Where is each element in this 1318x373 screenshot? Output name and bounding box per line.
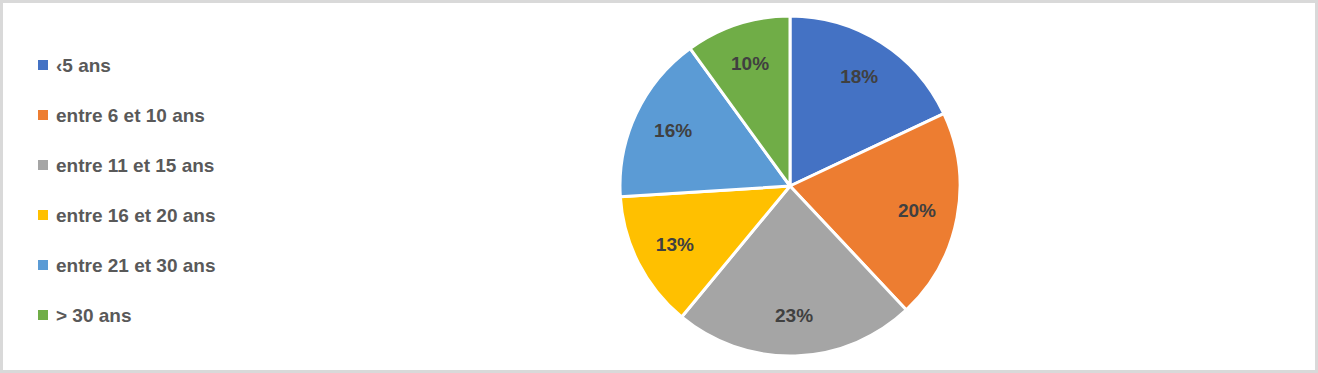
- data-label: 18%: [840, 66, 878, 87]
- legend-label: entre 21 et 30 ans: [56, 255, 215, 276]
- data-label: 10%: [731, 53, 769, 74]
- pie-slice: [620, 186, 790, 317]
- data-label: 16%: [654, 120, 692, 141]
- chart-frame: [2, 2, 1317, 372]
- data-labels: 18% 20% 23% 13% 16% 10%: [654, 53, 936, 326]
- legend-label: entre 6 et 10 ans: [56, 105, 205, 126]
- legend-label: entre 16 et 20 ans: [56, 205, 215, 226]
- pie: [620, 16, 960, 356]
- chart-container: 18% 20% 23% 13% 16% 10% ‹5 ans entre 6 et 10 an…: [0, 0, 1318, 373]
- legend: ‹5 ans entre 6 et 10 ans entre 11 et 15 an…: [38, 55, 215, 326]
- data-label: 13%: [656, 234, 694, 255]
- legend-swatch: [38, 160, 48, 170]
- legend-swatch: [38, 310, 48, 320]
- legend-label: ‹5 ans: [56, 55, 111, 76]
- legend-swatch: [38, 260, 48, 270]
- data-label: 20%: [898, 200, 936, 221]
- legend-swatch: [38, 60, 48, 70]
- legend-label: entre 11 et 15 ans: [56, 155, 214, 176]
- legend-swatch: [38, 110, 48, 120]
- legend-label: > 30 ans: [56, 305, 132, 326]
- data-label: 23%: [775, 305, 813, 326]
- legend-swatch: [38, 210, 48, 220]
- pie-slice: [690, 16, 790, 186]
- chart-svg: 18% 20% 23% 13% 16% 10% ‹5 ans entre 6 et 10 an…: [0, 0, 1318, 373]
